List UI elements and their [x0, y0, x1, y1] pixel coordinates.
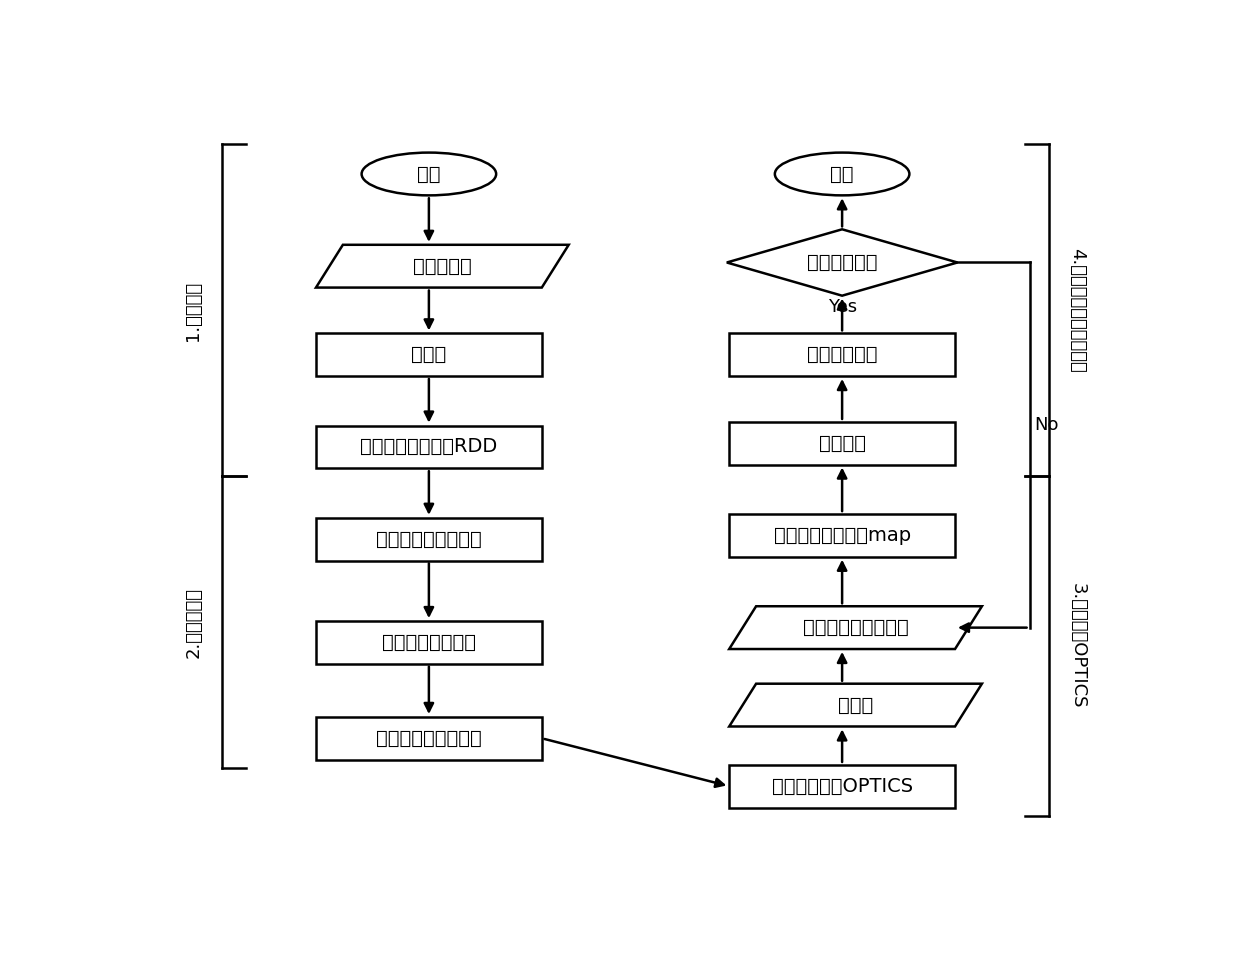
Polygon shape	[729, 606, 982, 649]
Text: 输出聚类结果: 输出聚类结果	[807, 345, 878, 364]
Polygon shape	[316, 245, 569, 287]
Ellipse shape	[362, 152, 496, 195]
Text: 合并分区: 合并分区	[818, 434, 866, 453]
Text: 将分区内部标出簇号: 将分区内部标出簇号	[802, 618, 909, 637]
Bar	[316, 717, 542, 760]
Text: 计算每个点的邻居: 计算每个点的邻居	[382, 633, 476, 651]
Ellipse shape	[775, 152, 909, 195]
Text: 每个分区执行OPTICS: 每个分区执行OPTICS	[771, 777, 913, 796]
Text: 初始化: 初始化	[412, 345, 446, 364]
Bar	[729, 422, 955, 465]
Bar	[729, 333, 955, 376]
Text: 输入数据集: 输入数据集	[413, 257, 471, 276]
Polygon shape	[727, 229, 957, 296]
Text: 创建分布式数据集RDD: 创建分布式数据集RDD	[361, 438, 497, 456]
Text: 簇排序: 簇排序	[838, 696, 873, 715]
Text: 符合用户期望: 符合用户期望	[807, 253, 878, 272]
Text: No: No	[1034, 416, 1059, 434]
Text: Yes: Yes	[827, 298, 857, 316]
Bar	[729, 764, 955, 808]
Text: 寻找到最优划分结构: 寻找到最优划分结构	[376, 530, 482, 549]
Text: 结束: 结束	[831, 165, 854, 184]
Text: 2.计算邻居数: 2.计算邻居数	[185, 586, 202, 657]
Text: 开始: 开始	[417, 165, 440, 184]
Bar	[316, 333, 542, 376]
Text: 得到每个点核心距离: 得到每个点核心距离	[376, 729, 482, 748]
Bar	[316, 621, 542, 664]
Text: 3.并行执行OPTICS: 3.并行执行OPTICS	[1069, 583, 1086, 709]
Text: 4.合并分区得到聚类结果: 4.合并分区得到聚类结果	[1069, 248, 1086, 373]
Bar	[316, 517, 542, 560]
Bar	[729, 514, 955, 557]
Text: 1.数据分块: 1.数据分块	[185, 281, 202, 340]
Polygon shape	[729, 684, 982, 726]
Text: 获取全局合并簇号map: 获取全局合并簇号map	[774, 526, 910, 545]
Bar	[316, 425, 542, 468]
